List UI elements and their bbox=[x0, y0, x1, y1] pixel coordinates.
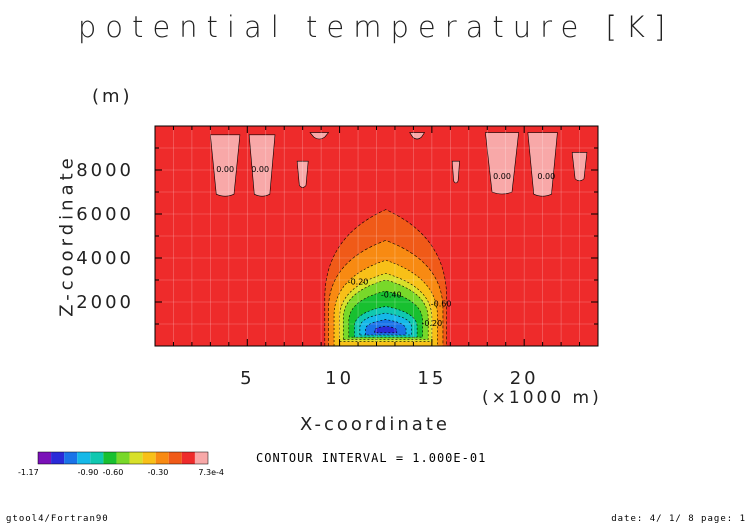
contour-label: -0.40 bbox=[381, 291, 402, 300]
colorbar-swatch bbox=[168, 452, 182, 464]
positive-streak-4 bbox=[409, 132, 426, 140]
x-tick-label: 15 bbox=[417, 368, 446, 389]
colorbar-swatch bbox=[181, 452, 195, 464]
positive-streak-7 bbox=[527, 132, 558, 197]
colorbar-max-label: 7.3e-4 bbox=[198, 468, 224, 477]
y-tick-label: 4000 bbox=[76, 248, 134, 269]
positive-streak-3 bbox=[309, 132, 330, 140]
colorbar-label: -0.30 bbox=[148, 468, 169, 477]
footer-left: gtool4/Fortran90 bbox=[6, 514, 109, 524]
y-tick-label: 2000 bbox=[76, 292, 134, 313]
y-tick-label: 8000 bbox=[76, 160, 134, 181]
x-tick-label: 10 bbox=[325, 368, 354, 389]
positive-streak-2 bbox=[296, 160, 309, 188]
colorbar-swatch bbox=[38, 452, 52, 464]
contour-label: -0.20 bbox=[348, 277, 369, 286]
y-tick-label: 6000 bbox=[76, 204, 134, 225]
contour-interval-note: CONTOUR INTERVAL = 1.000E-01 bbox=[256, 451, 487, 465]
plot-frame bbox=[154, 125, 599, 347]
colorbar-label: -0.60 bbox=[103, 468, 124, 477]
colorbar-swatch bbox=[142, 452, 156, 464]
x-tick-label: 20 bbox=[510, 368, 539, 389]
footer-right: date: 4/ 1/ 8 page: 1 bbox=[611, 514, 746, 524]
positive-streak-1 bbox=[248, 134, 276, 197]
colorbar-swatch bbox=[155, 452, 169, 464]
colorbar-swatch bbox=[103, 452, 117, 464]
x-axis-unit: (×1000 m) bbox=[482, 388, 602, 408]
contour-label: -0.60 bbox=[431, 299, 452, 308]
colorbar-swatch bbox=[77, 452, 91, 464]
positive-streak-8 bbox=[571, 152, 588, 182]
contour-label: 0.00 bbox=[216, 165, 234, 174]
colorbar-label: -0.90 bbox=[78, 468, 99, 477]
positive-streak-6 bbox=[485, 132, 519, 195]
colorbar-swatch bbox=[116, 452, 130, 464]
x-tick-label: 5 bbox=[240, 368, 254, 389]
colorbar-swatch bbox=[129, 452, 143, 464]
positive-streak-5 bbox=[451, 160, 460, 184]
colorbar-swatch bbox=[90, 452, 104, 464]
contour-label: 0.00 bbox=[493, 172, 511, 181]
y-axis-unit: (m) bbox=[92, 86, 133, 107]
x-axis-label: X-coordinate bbox=[300, 414, 450, 435]
contour-label: -0.20 bbox=[422, 319, 443, 328]
colorbar-swatch bbox=[194, 452, 208, 464]
colorbar-swatch bbox=[64, 452, 78, 464]
chart-title: potential temperature [K] bbox=[77, 10, 675, 44]
positive-streak-0 bbox=[210, 134, 241, 197]
colorbar-min-label: -1.17 bbox=[18, 468, 39, 477]
contour-label: 0.00 bbox=[537, 172, 555, 181]
contour-label: 0.00 bbox=[251, 165, 269, 174]
colorbar-swatch bbox=[51, 452, 65, 464]
contour-level-9 bbox=[374, 325, 398, 334]
colorbar-frame bbox=[37, 451, 209, 465]
